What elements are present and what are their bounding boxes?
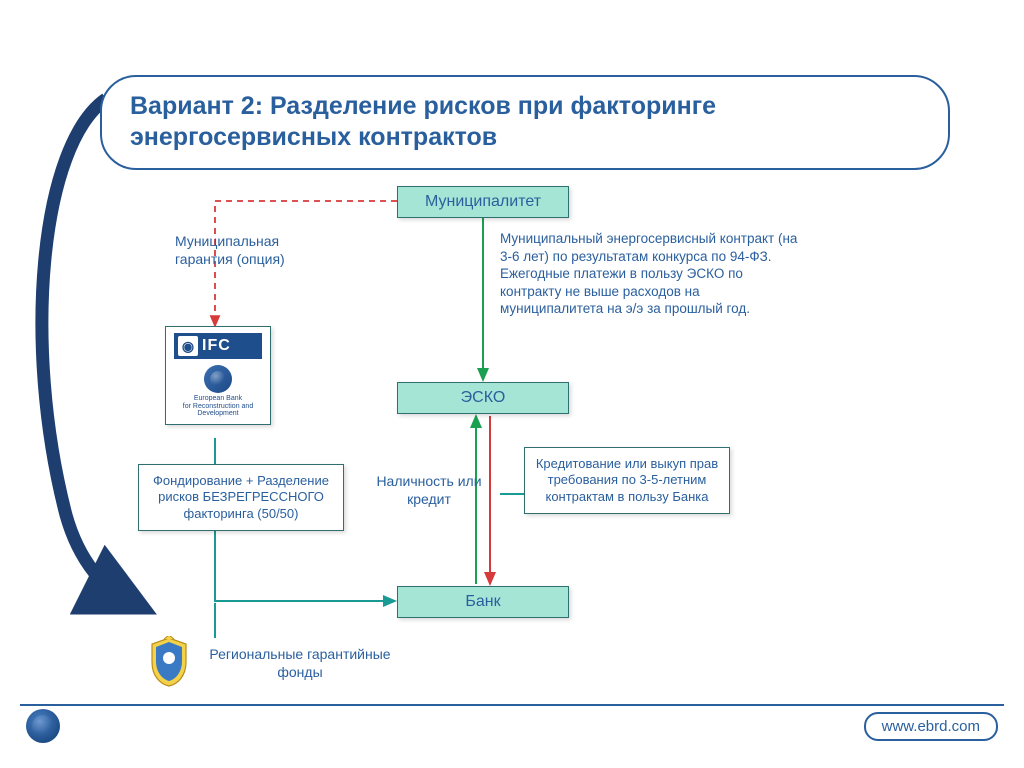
node-esco: ЭСКО	[397, 382, 569, 414]
ifc-logo-text: IFC	[202, 337, 231, 355]
ebrd-footer-logo-icon	[26, 709, 60, 743]
label-regional-funds-text: Региональные гарантийные фонды	[209, 646, 390, 680]
node-bank: Банк	[397, 586, 569, 618]
ifc-logo: ◉ IFC	[174, 333, 262, 359]
ifc-globe-icon: ◉	[178, 336, 198, 356]
node-municipality: Муниципалитет	[397, 186, 569, 218]
node-bank-label: Банк	[465, 593, 500, 610]
box-credit-text: Кредитование или выкуп прав требования п…	[536, 456, 718, 504]
box-ifi: ◉ IFC European Bank for Reconstruction a…	[165, 326, 271, 425]
label-cash-text: Наличность или кредит	[376, 473, 481, 507]
coat-of-arms-icon	[146, 636, 192, 688]
node-municipality-label: Муниципалитет	[425, 193, 541, 210]
box-funding-text: Фондирование + Разделение рисков БЕЗРЕГР…	[153, 473, 329, 521]
node-esco-label: ЭСКО	[461, 389, 506, 406]
label-guarantee-text: Муниципальная гарантия (опция)	[175, 233, 285, 267]
label-regional-funds: Региональные гарантийные фонды	[200, 645, 400, 681]
box-funding: Фондирование + Разделение рисков БЕЗРЕГР…	[138, 464, 344, 531]
footer: www.ebrd.com	[20, 704, 1004, 746]
ebrd-logo-text: European Bank	[174, 395, 262, 403]
footer-url-text: www.ebrd.com	[882, 718, 980, 735]
label-contract-desc-text: Муниципальный энергосервисный контракт (…	[500, 231, 797, 316]
ebrd-logo-small: European Bank for Reconstruction and Dev…	[174, 365, 262, 418]
label-cash-or-credit: Наличность или кредит	[374, 472, 484, 508]
footer-url: www.ebrd.com	[864, 712, 998, 741]
label-guarantee: Муниципальная гарантия (опция)	[175, 232, 335, 268]
label-contract-desc: Муниципальный энергосервисный контракт (…	[500, 230, 800, 318]
ebrd-logo-sub: for Reconstruction and Development	[174, 403, 262, 418]
ebrd-circle-icon	[204, 365, 232, 393]
box-credit: Кредитование или выкуп прав требования п…	[524, 447, 730, 514]
